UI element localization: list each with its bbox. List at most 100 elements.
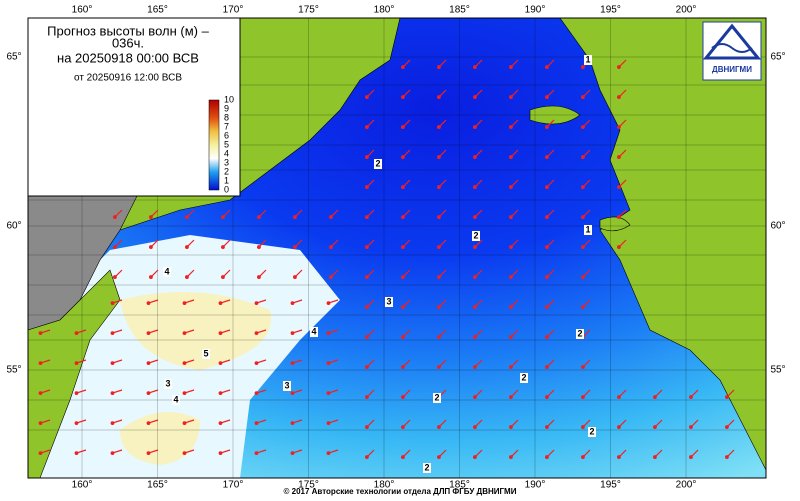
arrow-head xyxy=(581,125,585,129)
arrow-head xyxy=(365,125,369,129)
arrow-head xyxy=(293,245,297,249)
arrow-head xyxy=(653,425,657,429)
lon-label-top: 180° xyxy=(374,5,395,16)
wave-directions xyxy=(38,59,735,459)
contour-label: 3 xyxy=(386,296,391,306)
arrow-head xyxy=(182,421,187,425)
arrow-head xyxy=(617,185,621,189)
colorbar-label: 8 xyxy=(224,112,229,122)
contour-label-bg xyxy=(520,373,528,383)
arrow-head xyxy=(581,155,585,159)
lon-label-top: 185° xyxy=(449,5,470,16)
lon-label-top: 175° xyxy=(298,5,319,16)
arrow-head xyxy=(617,425,621,429)
contour-label-bg xyxy=(472,231,480,241)
arrow-head xyxy=(146,331,151,335)
arrow-head xyxy=(182,361,187,365)
arrow-head xyxy=(149,275,153,279)
arrow-head xyxy=(326,361,331,365)
arrow-head xyxy=(290,451,295,455)
arrow-head xyxy=(437,335,441,339)
arrow-head xyxy=(146,391,151,395)
arrow-head xyxy=(581,215,585,219)
lon-label-top: 195° xyxy=(600,5,621,16)
arrow-head xyxy=(653,455,657,459)
legend-box xyxy=(27,17,241,197)
contour-label: 2 xyxy=(577,328,582,338)
arrow-head xyxy=(38,361,43,365)
arrow-head xyxy=(185,215,189,219)
arrow-head xyxy=(149,215,153,219)
arrow-head xyxy=(401,455,405,459)
lon-label-bottom: 165° xyxy=(147,480,168,491)
contour-label-bg xyxy=(423,463,431,473)
lon-label-bottom: 190° xyxy=(525,480,546,491)
arrow-head xyxy=(254,301,259,305)
arrow-head xyxy=(218,421,223,425)
lat-label-right: 65° xyxy=(770,52,785,63)
title-suffix: 036ч. xyxy=(112,35,144,50)
contour-label: 2 xyxy=(424,462,429,472)
arrow-head xyxy=(509,335,513,339)
arrow-head xyxy=(329,215,333,219)
colorbar-label: 9 xyxy=(224,103,229,113)
contour-label: 2 xyxy=(473,230,478,240)
arrow-head xyxy=(365,305,369,309)
arrow-head xyxy=(293,215,297,219)
arrow-head xyxy=(290,421,295,425)
arrow-head xyxy=(437,65,441,69)
lon-label-bottom: 185° xyxy=(449,480,470,491)
arrow-head xyxy=(110,421,115,425)
arrow-head xyxy=(473,275,477,279)
arrow-head xyxy=(185,275,189,279)
logo-text: ДВНИГМИ xyxy=(712,65,752,74)
contour-label-bg xyxy=(584,55,592,65)
arrow-head xyxy=(473,305,477,309)
arrow-head xyxy=(365,155,369,159)
arrow-head xyxy=(182,391,187,395)
arrow-head xyxy=(617,65,621,69)
arrow-head xyxy=(437,125,441,129)
arrow-head xyxy=(617,245,621,249)
contour-label: 2 xyxy=(375,158,380,168)
arrow-head xyxy=(254,391,259,395)
arrow-head xyxy=(581,305,585,309)
arrow-head xyxy=(509,185,513,189)
arrow-head xyxy=(290,301,295,305)
arrow-head xyxy=(218,451,223,455)
arrow-head xyxy=(182,301,187,305)
arrow-head xyxy=(545,425,549,429)
lon-label-top: 190° xyxy=(525,5,546,16)
colorbar-label: 10 xyxy=(224,94,234,104)
arrow-head xyxy=(401,155,405,159)
arrow-head xyxy=(113,215,117,219)
lat-label-left: 55° xyxy=(6,365,21,376)
colorbar-label: 7 xyxy=(224,121,229,131)
arrow-head xyxy=(473,95,477,99)
footer: © 2017 Авторские технологии отдела ДЛП Ф… xyxy=(284,487,517,496)
contour-label: 1 xyxy=(585,54,590,64)
arrow-head xyxy=(254,361,259,365)
arrow-head xyxy=(689,395,693,399)
colorbar-label: 3 xyxy=(224,157,229,167)
arrow-head xyxy=(545,65,549,69)
lon-label-bottom: 200° xyxy=(676,480,697,491)
arrow-head xyxy=(218,301,223,305)
wave-zone-5 xyxy=(120,412,200,465)
lat-label-right: 55° xyxy=(770,365,785,376)
arrow-head xyxy=(473,335,477,339)
arrow-head xyxy=(509,125,513,129)
arrow-head xyxy=(254,331,259,335)
issue-time: от 20250916 12:00 ВСВ xyxy=(74,73,182,84)
arrow-head xyxy=(329,275,333,279)
contour-label-bg xyxy=(588,427,596,437)
arrow-head xyxy=(401,65,405,69)
arrow-head xyxy=(545,215,549,219)
arrow-head xyxy=(617,155,621,159)
arrow-head xyxy=(509,95,513,99)
arrow-head xyxy=(653,395,657,399)
arrow-head xyxy=(545,245,549,249)
island xyxy=(599,216,631,232)
arrow-head xyxy=(365,425,369,429)
